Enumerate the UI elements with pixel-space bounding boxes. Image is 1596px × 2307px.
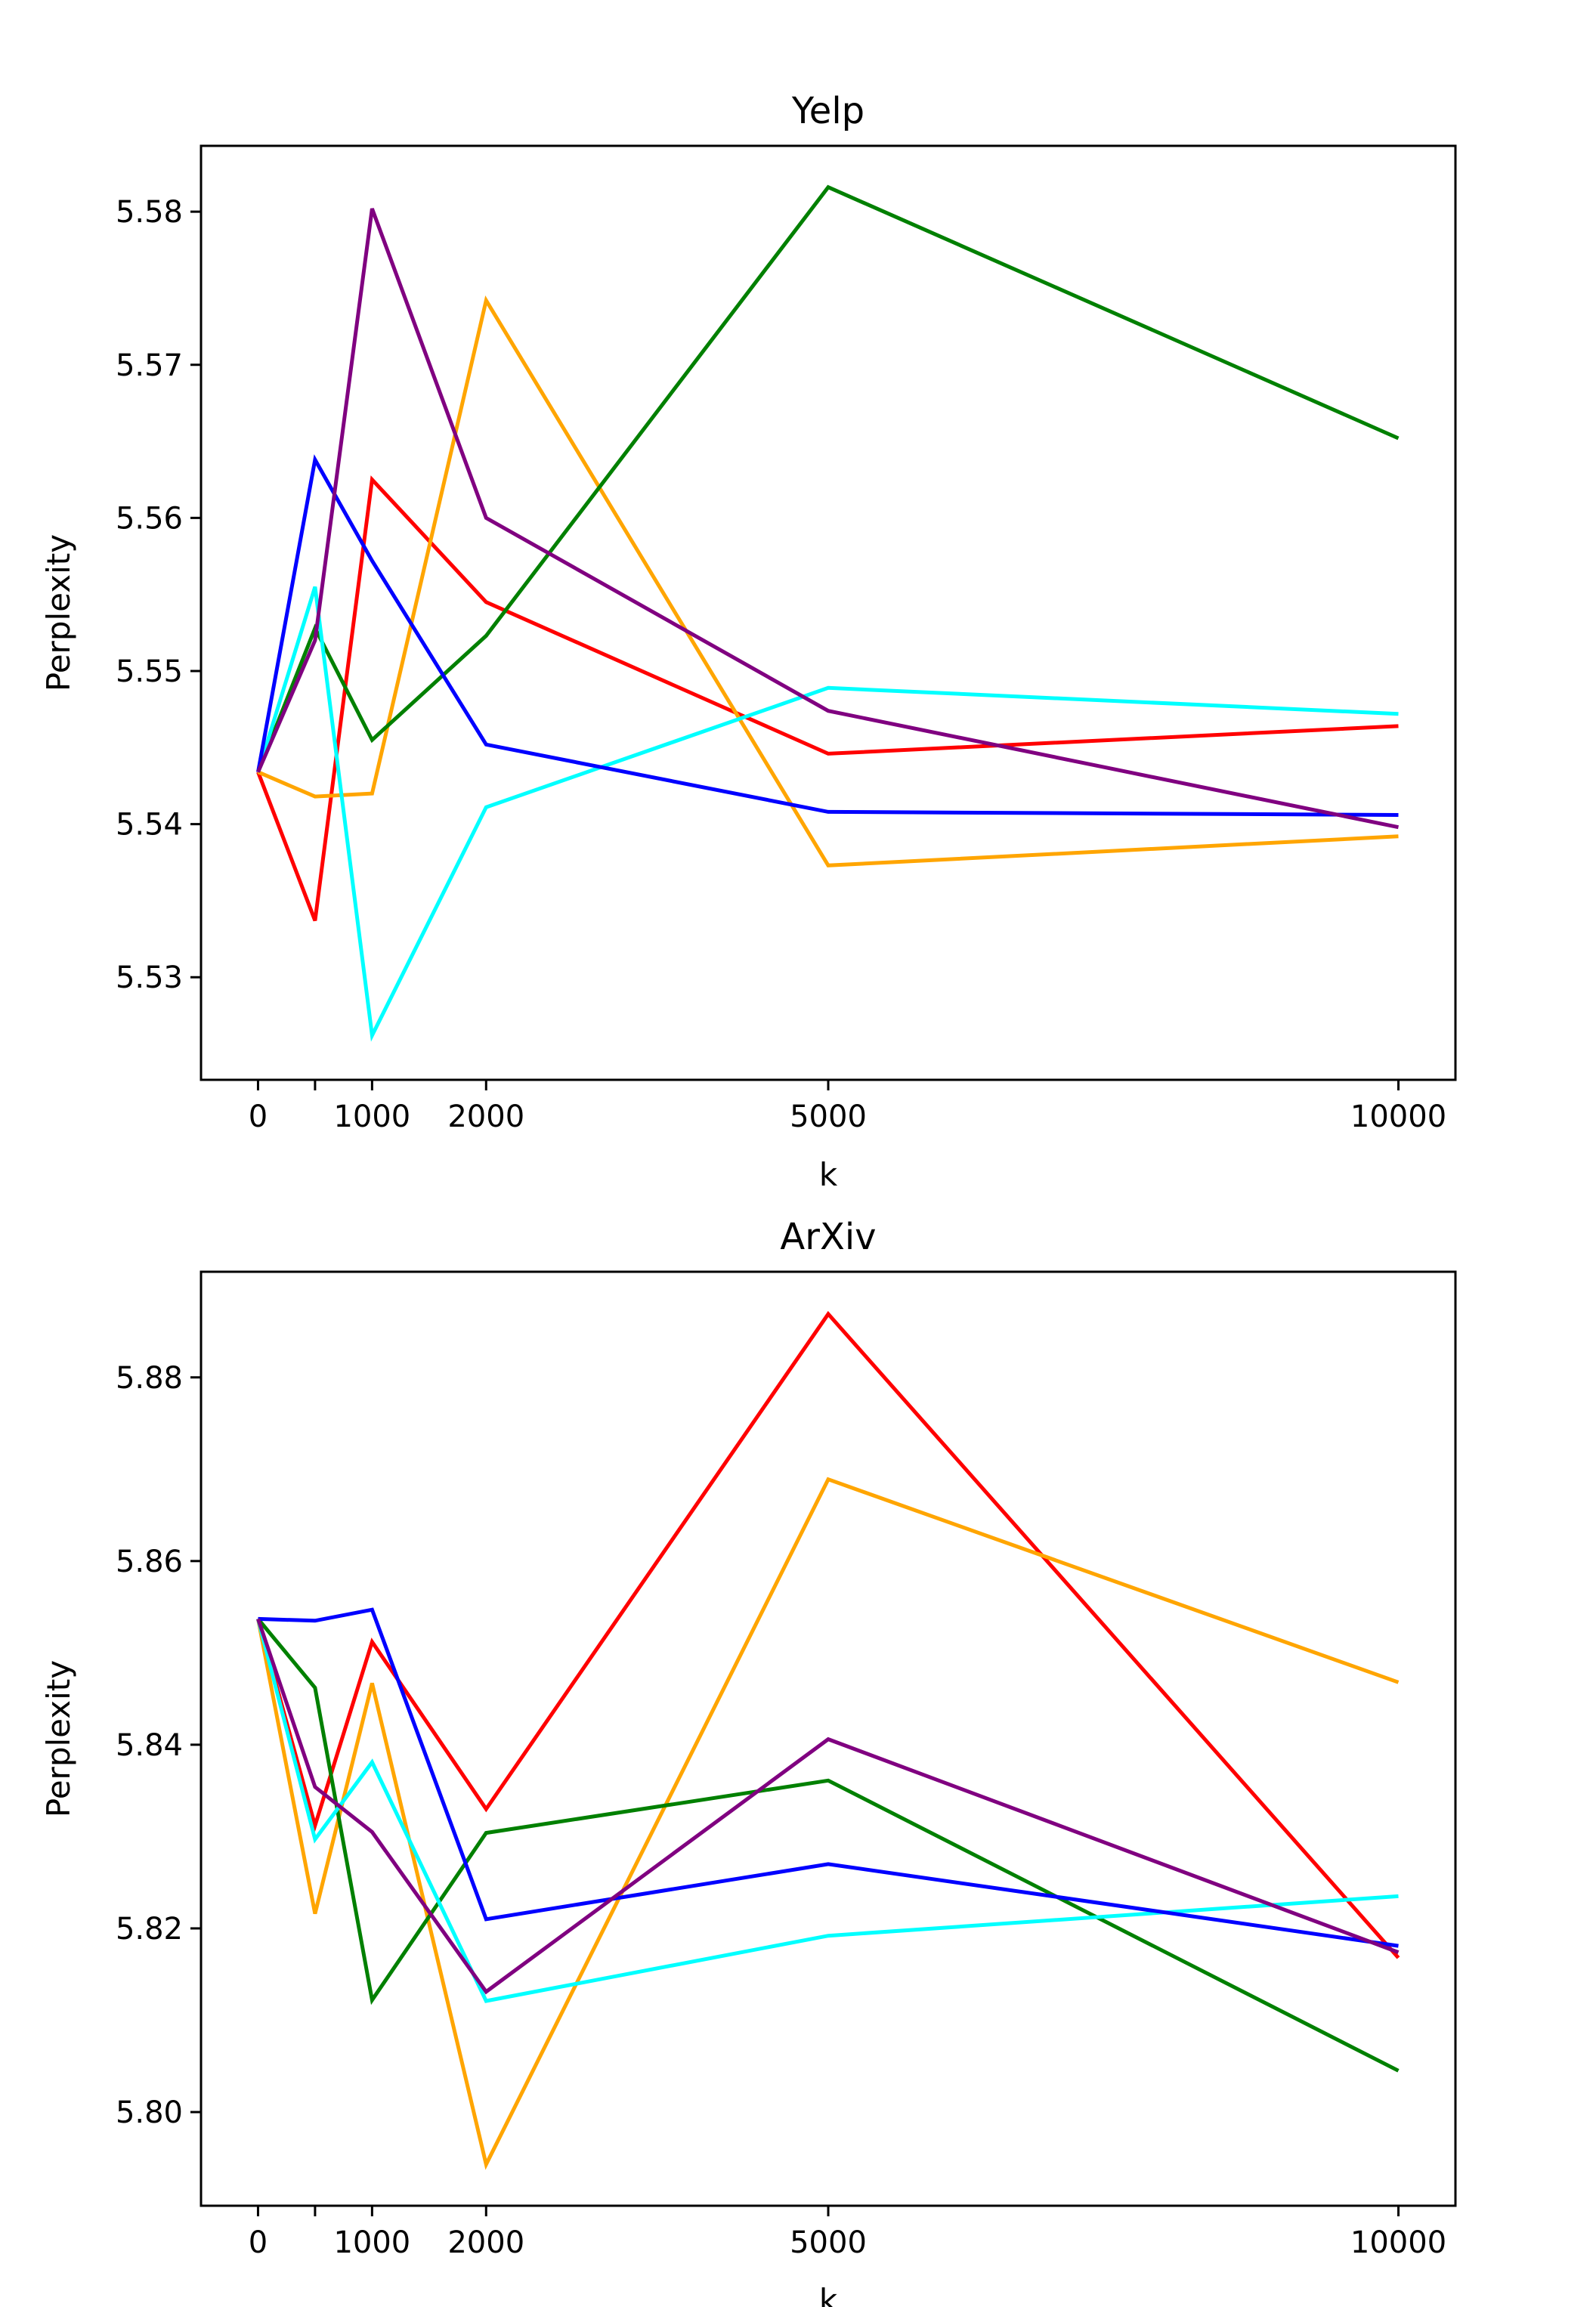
y-tick-label: 5.55 — [116, 654, 183, 689]
y-tick-label: 5.86 — [116, 1545, 183, 1579]
yelp-chart-panel: Yelp 0 1000 2000 5000 10000 5.53 5.54 5.55 5.56 5… — [40, 90, 1457, 1193]
y-axis-label: Perplexity — [40, 1660, 77, 1817]
series-lines — [256, 1310, 1400, 2170]
y-tick-label: 5.53 — [116, 960, 183, 995]
chart-title: Yelp — [791, 90, 865, 132]
series-lines — [256, 184, 1400, 1042]
series-line-green — [256, 184, 1400, 773]
series-line-orange — [256, 1477, 1400, 2170]
y-tick-label: 5.88 — [116, 1361, 183, 1396]
chart-title: ArXiv — [780, 1216, 876, 1258]
series-line-green — [256, 1617, 1400, 2073]
x-tick-label: 1000 — [333, 2225, 410, 2260]
x-tick-label: 5000 — [790, 2225, 867, 2260]
y-tick-label: 5.84 — [116, 1728, 183, 1763]
series-line-cyan — [256, 586, 1399, 1042]
x-tick-label: 10000 — [1350, 1099, 1446, 1134]
y-tick-label: 5.58 — [116, 195, 183, 230]
plot-area — [200, 144, 1457, 1081]
x-tick-label: 2000 — [447, 1099, 524, 1134]
x-axis-label: k — [819, 2282, 838, 2307]
y-tick-label: 5.80 — [116, 2095, 183, 2130]
series-line-red — [256, 1310, 1400, 1959]
y-tick-label: 5.56 — [116, 501, 183, 536]
arxiv-chart-panel: ArXiv 0 1000 2000 5000 10000 5.80 5.82 5.84 5.86… — [40, 1216, 1457, 2307]
series-line-purple — [256, 208, 1399, 830]
series-line-blue — [258, 1607, 1399, 1948]
series-line-cyan — [256, 1618, 1399, 2003]
axis-ticks: 0 1000 2000 5000 10000 5.53 5.54 5.55 5.56 5.57 5.… — [116, 195, 1446, 1134]
x-tick-label: 2000 — [447, 2225, 524, 2260]
x-tick-label: 0 — [249, 1099, 268, 1134]
y-tick-label: 5.54 — [116, 808, 183, 843]
y-axis-label: Perplexity — [40, 534, 77, 691]
x-tick-label: 1000 — [333, 1099, 410, 1134]
y-tick-label: 5.82 — [116, 1912, 183, 1947]
x-tick-label: 0 — [249, 2225, 268, 2260]
axis-ticks: 0 1000 2000 5000 10000 5.80 5.82 5.84 5.86 5.88 — [116, 1361, 1446, 2260]
y-tick-label: 5.57 — [116, 348, 183, 383]
series-line-purple — [256, 1618, 1400, 1995]
series-line-orange — [257, 295, 1399, 867]
x-axis-label: k — [819, 1156, 838, 1193]
series-line-blue — [256, 454, 1399, 817]
x-tick-label: 10000 — [1350, 2225, 1446, 2260]
x-tick-label: 5000 — [790, 1099, 867, 1134]
